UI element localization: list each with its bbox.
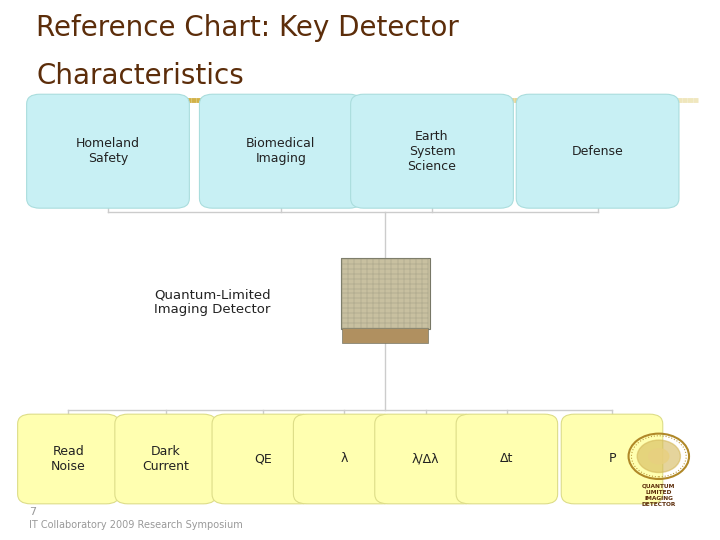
FancyBboxPatch shape [562, 414, 662, 504]
Text: QUANTUM
LIMITED
IMAGING
DETECTOR: QUANTUM LIMITED IMAGING DETECTOR [642, 484, 676, 508]
FancyBboxPatch shape [351, 94, 513, 208]
Text: 7: 7 [29, 507, 36, 517]
FancyBboxPatch shape [199, 94, 362, 208]
Text: Read
Noise: Read Noise [51, 445, 86, 473]
Text: Defense: Defense [572, 145, 624, 158]
Text: λ: λ [341, 453, 348, 465]
FancyBboxPatch shape [212, 414, 314, 504]
Bar [342, 328, 428, 343]
Text: Δt: Δt [500, 453, 513, 465]
FancyBboxPatch shape [115, 414, 216, 504]
Text: λ/Δλ: λ/Δλ [412, 453, 439, 465]
Text: Biomedical
Imaging: Biomedical Imaging [246, 137, 315, 165]
Text: Characteristics: Characteristics [36, 62, 244, 90]
FancyBboxPatch shape [374, 414, 477, 504]
Text: Dark
Current: Dark Current [142, 445, 189, 473]
Text: Quantum-Limited
Imaging Detector: Quantum-Limited Imaging Detector [154, 288, 271, 316]
FancyBboxPatch shape [456, 414, 557, 504]
Text: Homeland
Safety: Homeland Safety [76, 137, 140, 165]
Text: Reference Chart: Key Detector: Reference Chart: Key Detector [36, 14, 459, 42]
Circle shape [637, 440, 680, 472]
Text: Earth
System
Science: Earth System Science [408, 130, 456, 173]
Text: IT Collaboratory 2009 Research Symposium: IT Collaboratory 2009 Research Symposium [29, 520, 243, 530]
Text: P: P [608, 453, 616, 465]
FancyBboxPatch shape [516, 94, 679, 208]
FancyBboxPatch shape [341, 258, 430, 329]
Circle shape [649, 449, 669, 464]
FancyBboxPatch shape [294, 414, 395, 504]
Text: QE: QE [254, 453, 271, 465]
FancyBboxPatch shape [27, 94, 189, 208]
FancyBboxPatch shape [18, 414, 119, 504]
